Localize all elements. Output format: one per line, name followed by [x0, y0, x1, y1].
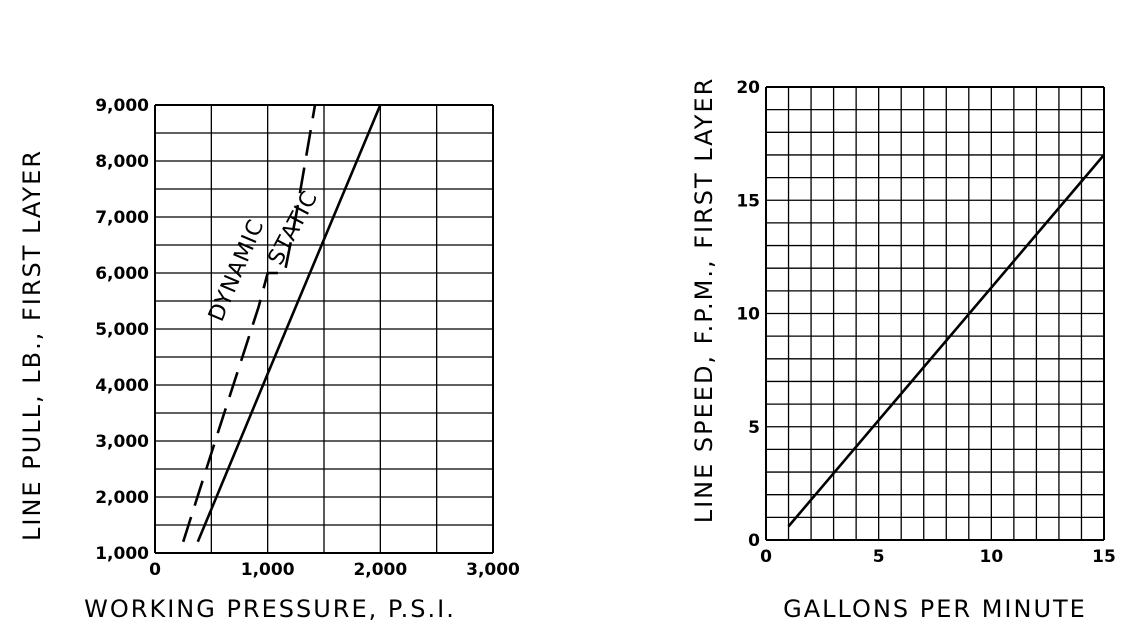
left-y-tick-label: 2,000: [95, 488, 149, 508]
line-speed-grid: [765, 86, 1105, 541]
left-series-label-static: STATIC: [264, 187, 324, 270]
right-y-tick-label: 20: [736, 78, 760, 98]
right-y-tick-label: 10: [736, 305, 760, 325]
right-y-tick-label: 15: [736, 191, 760, 211]
left-y-tick-label: 1,000: [95, 544, 149, 564]
left-series-line-static: [196, 104, 382, 543]
left-y-tick-label: 8,000: [95, 152, 149, 172]
line-pull-ticks: 0 1,000 2,000 3,0001,0002,0003,0004,0005,00…: [95, 96, 520, 580]
left-x-tick-label: 3,000: [466, 560, 520, 580]
line-pull-x-axis-title: WORKING PRESSURE, P.S.I.: [84, 595, 456, 623]
right-x-tick-label: 15: [1092, 547, 1116, 567]
left-series-line-dynamic: [181, 104, 317, 543]
line-speed-x-axis-title: GALLONS PER MINUTE: [783, 595, 1087, 623]
line-speed-y-axis-title: LINE SPEED, F.P.M., FIRST LAYER: [690, 77, 718, 524]
right-x-tick-label: 5: [873, 547, 885, 567]
line-speed-ticks: 0 5 10 15 0 5 10 15 20: [736, 78, 1116, 567]
line-speed-chart: 0 5 10 15 0 5 10 15 20 GALLONS PER MINUTE LINE S…: [690, 77, 1116, 623]
left-x-tick-label: 2,000: [353, 560, 407, 580]
line-speed-series: [787, 154, 1105, 528]
left-y-tick-label: 6,000: [95, 264, 149, 284]
line-pull-y-axis-title: LINE PULL, LB., FIRST LAYER: [18, 149, 46, 541]
left-series-label-dynamic: DYNAMIC: [204, 216, 269, 326]
right-y-tick-label: 0: [748, 531, 760, 551]
left-x-tick-label: 1,000: [241, 560, 295, 580]
right-x-tick-label: 10: [979, 547, 1003, 567]
left-y-tick-label: 9,000: [95, 96, 149, 116]
left-y-tick-label: 5,000: [95, 320, 149, 340]
left-x-tick-label: 0: [149, 560, 161, 580]
line-pull-chart: 0 1,000 2,000 3,0001,0002,0003,0004,0005,00…: [18, 96, 520, 623]
right-x-tick-label: 0: [760, 547, 772, 567]
left-y-tick-label: 4,000: [95, 376, 149, 396]
left-y-tick-label: 3,000: [95, 432, 149, 452]
right-y-tick-label: 5: [748, 418, 760, 438]
line-pull-grid: [154, 104, 494, 554]
right-series-line-0: [787, 154, 1105, 528]
left-y-tick-label: 7,000: [95, 208, 149, 228]
